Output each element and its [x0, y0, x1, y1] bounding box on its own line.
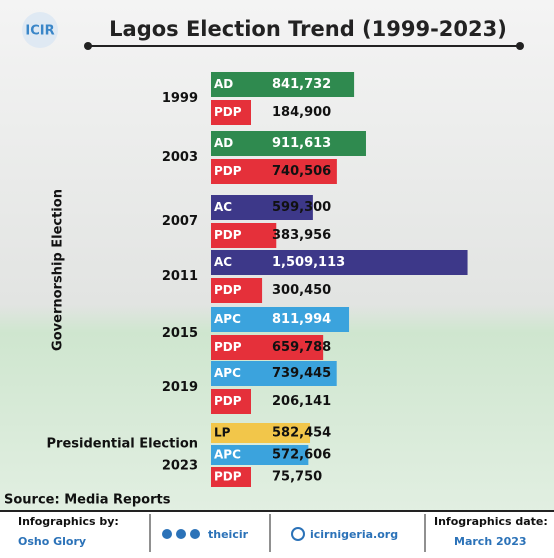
party-label: APC — [214, 366, 241, 380]
group-sublabel: 2023 — [162, 459, 198, 474]
party-badge — [211, 250, 251, 275]
group-label: 2007 — [162, 214, 198, 229]
party-label: PDP — [214, 228, 242, 242]
value-label: 383,956 — [272, 228, 331, 243]
party-badge — [211, 100, 251, 125]
value-label: 184,900 — [272, 105, 331, 120]
website: icirnigeria.org — [310, 528, 398, 541]
credit-name: Osho Glory — [18, 535, 86, 548]
party-badge — [211, 361, 251, 386]
party-label: AD — [214, 77, 233, 91]
value-label: 739,445 — [272, 366, 331, 381]
group-label: 2003 — [162, 150, 198, 165]
icon — [162, 529, 172, 539]
date: March 2023 — [454, 535, 527, 548]
rule-dot — [84, 42, 92, 50]
party-label: PDP — [214, 394, 242, 408]
y-axis-label: Governorship Election — [51, 189, 66, 351]
party-badge — [211, 195, 251, 220]
value-label: 659,788 — [272, 340, 331, 355]
party-badge — [211, 72, 251, 97]
party-label: APC — [214, 448, 241, 462]
party-label: AD — [214, 136, 233, 150]
party-label: LP — [214, 426, 231, 440]
group-label: 2019 — [162, 380, 198, 395]
rule-dot — [516, 42, 524, 50]
value-label: 740,506 — [272, 164, 331, 179]
party-badge — [211, 131, 251, 156]
value-label: 206,141 — [272, 394, 331, 409]
party-badge — [211, 223, 251, 248]
credit-label: Infographics by: — [18, 515, 119, 528]
value-label: 811,994 — [272, 312, 331, 327]
icon — [190, 529, 200, 539]
party-label: PDP — [214, 470, 242, 484]
party-label: AC — [214, 255, 232, 269]
value-label: 1,509,113 — [272, 255, 345, 270]
value-label: 841,732 — [272, 77, 331, 92]
value-label: 582,454 — [272, 426, 331, 441]
party-label: APC — [214, 312, 241, 326]
party-badge — [211, 445, 251, 465]
date-label: Infographics date: — [434, 515, 548, 528]
chart-title: Lagos Election Trend (1999-2023) — [109, 17, 507, 41]
icon — [176, 529, 186, 539]
party-label: PDP — [214, 283, 242, 297]
brand: ICIR — [25, 24, 54, 39]
party-label: AC — [214, 200, 232, 214]
group-label: 2015 — [162, 326, 198, 341]
bar — [211, 250, 468, 275]
value-label: 300,450 — [272, 283, 331, 298]
group-label: Presidential Election — [47, 437, 198, 452]
group-label: 1999 — [162, 91, 198, 106]
party-badge — [211, 423, 251, 443]
party-badge — [211, 389, 251, 414]
footer — [0, 510, 554, 554]
value-label: 911,613 — [272, 136, 331, 151]
group-label: 2011 — [162, 269, 198, 284]
party-badge — [211, 307, 251, 332]
party-label: PDP — [214, 105, 242, 119]
party-badge — [211, 335, 251, 360]
logo — [22, 12, 58, 48]
icon — [291, 527, 305, 541]
source: Source: Media Reports — [4, 493, 171, 508]
party-label: PDP — [214, 164, 242, 178]
value-label: 75,750 — [272, 470, 322, 485]
party-badge — [211, 467, 251, 487]
value-label: 572,606 — [272, 448, 331, 463]
party-label: PDP — [214, 340, 242, 354]
party-badge — [211, 278, 251, 303]
party-badge — [211, 159, 251, 184]
social: theicir — [208, 528, 249, 541]
value-label: 599,300 — [272, 200, 331, 215]
